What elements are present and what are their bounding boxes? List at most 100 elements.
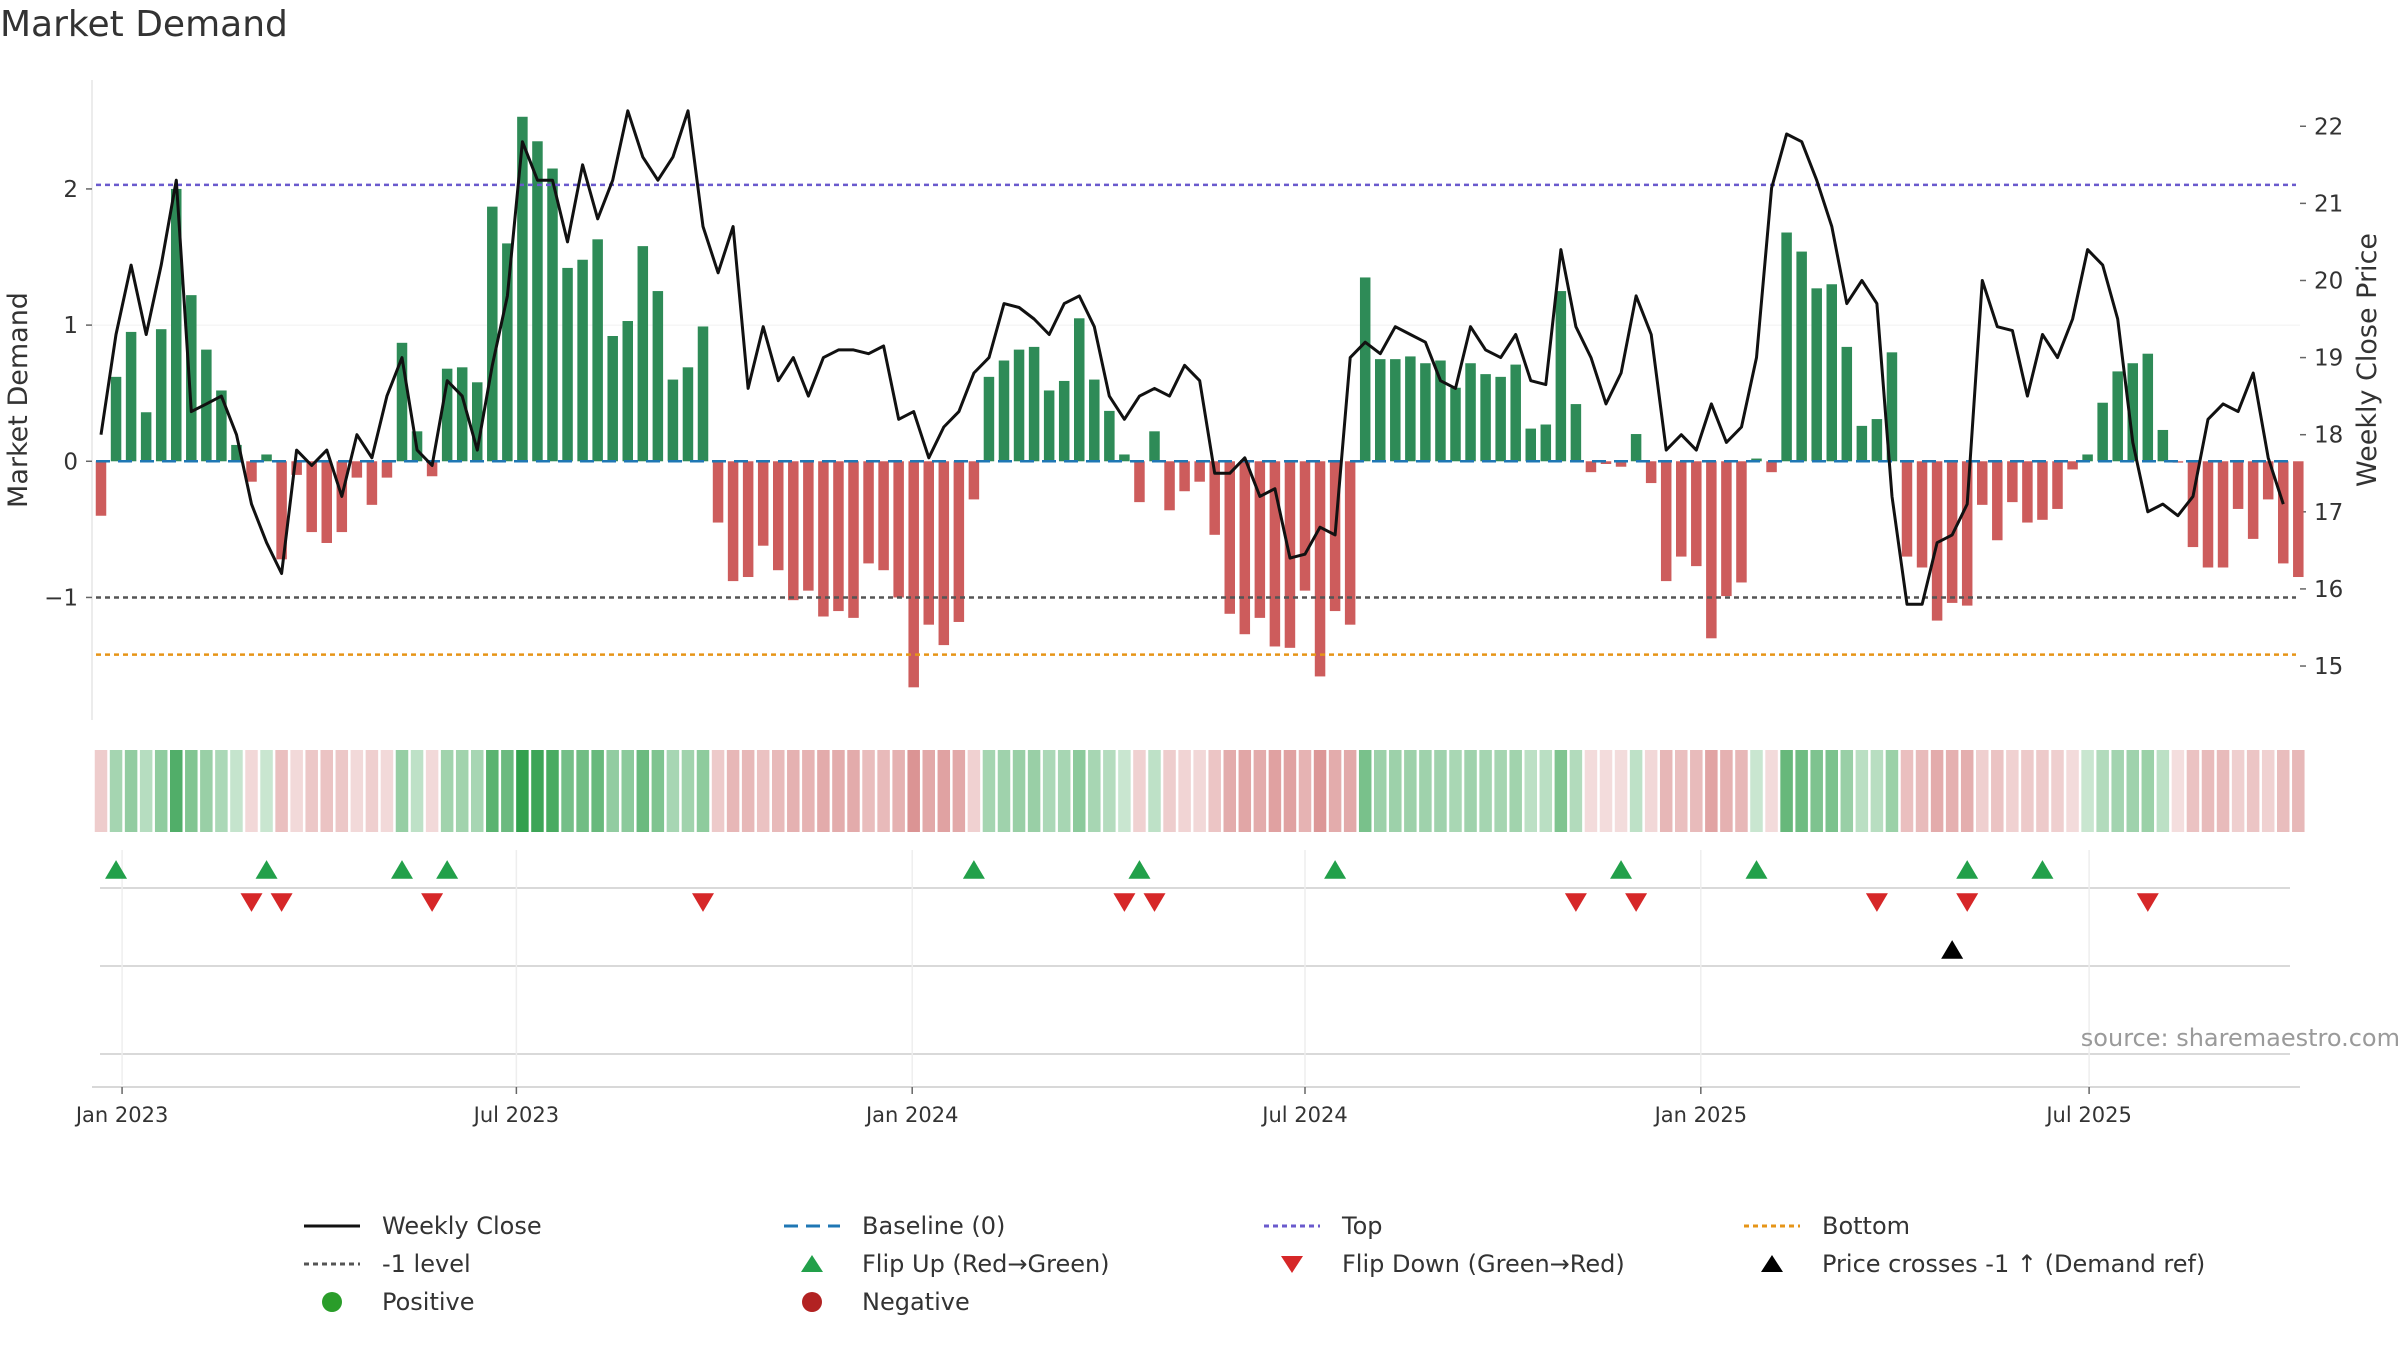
demand-bar bbox=[125, 331, 137, 462]
demand-bar bbox=[923, 461, 934, 625]
heat-cell bbox=[230, 750, 243, 832]
demand-bar bbox=[321, 461, 332, 543]
heat-cell bbox=[1283, 750, 1297, 832]
demand-bar bbox=[1871, 419, 1883, 462]
heat-cell bbox=[1870, 750, 1884, 832]
x-tick-label: Jul 2024 bbox=[1260, 1103, 1347, 1127]
demand-bar bbox=[547, 168, 558, 462]
heat-cell bbox=[1494, 750, 1507, 832]
legend-line-icon bbox=[300, 1248, 364, 1280]
legend-label: Baseline (0) bbox=[862, 1212, 1006, 1240]
right-tick-label: 18 bbox=[2314, 423, 2343, 449]
heat-cell bbox=[1885, 750, 1899, 832]
heat-cell bbox=[335, 750, 349, 832]
demand-bar bbox=[140, 412, 152, 462]
demand-bar bbox=[2202, 461, 2214, 568]
demand-bar bbox=[1405, 356, 1416, 462]
source-credit: source: sharemaestro.com bbox=[2080, 1024, 2400, 1052]
heat-cell bbox=[2186, 750, 2200, 832]
heat-cell bbox=[1539, 750, 1553, 832]
heat-cell bbox=[260, 750, 273, 832]
demand-bar bbox=[637, 246, 649, 462]
heat-cell bbox=[471, 750, 484, 832]
heat-cell bbox=[1554, 750, 1568, 832]
demand-bar bbox=[2187, 461, 2199, 548]
demand-bar bbox=[1134, 461, 1145, 503]
heat-cell bbox=[1675, 750, 1688, 832]
heat-cell bbox=[1599, 750, 1613, 832]
heat-cell bbox=[1569, 750, 1583, 832]
heat-cell bbox=[787, 750, 800, 832]
demand-bar bbox=[1916, 461, 1928, 568]
flip-down-marker bbox=[1564, 893, 1587, 912]
demand-bar bbox=[246, 461, 257, 482]
heat-cell bbox=[2292, 750, 2305, 832]
demand-bar bbox=[306, 461, 317, 533]
right-tick-label: 15 bbox=[2314, 654, 2343, 680]
heat-cell bbox=[696, 750, 710, 832]
demand-bar bbox=[456, 367, 468, 462]
demand-bar bbox=[893, 461, 904, 598]
heat-cell bbox=[2171, 750, 2185, 832]
heat-cell bbox=[922, 750, 935, 832]
demand-bar bbox=[1194, 461, 1205, 482]
demand-bar bbox=[1058, 380, 1070, 462]
demand-bar bbox=[2232, 461, 2244, 509]
demand-bar bbox=[577, 259, 588, 462]
demand-bar bbox=[1796, 251, 1807, 462]
heat-cell bbox=[1509, 750, 1522, 832]
demand-bar bbox=[1721, 461, 1732, 597]
heat-cell bbox=[621, 750, 634, 832]
demand-bar bbox=[1841, 346, 1853, 462]
legend-label: Price crosses -1 ↑ (Demand ref) bbox=[1822, 1250, 2206, 1278]
heat-cell bbox=[1358, 750, 1372, 832]
demand-bar bbox=[1811, 288, 1822, 462]
flip-up-marker bbox=[1610, 860, 1633, 879]
heat-cell bbox=[1073, 750, 1086, 832]
heat-cell bbox=[591, 750, 604, 832]
legend-label: Bottom bbox=[1822, 1212, 1911, 1240]
heat-cell bbox=[2231, 750, 2245, 832]
demand-bar bbox=[1375, 359, 1386, 462]
heat-cell bbox=[1584, 750, 1598, 832]
demand-bar bbox=[1119, 454, 1130, 462]
left-tick-label: 0 bbox=[63, 449, 78, 475]
heat-cell bbox=[937, 750, 951, 832]
heat-cell bbox=[681, 750, 695, 832]
demand-bar bbox=[878, 461, 889, 571]
demand-bar bbox=[1781, 232, 1792, 462]
heat-cell bbox=[561, 750, 574, 832]
legend-triangle-icon bbox=[780, 1248, 844, 1280]
demand-bar bbox=[276, 461, 287, 560]
heat-cell bbox=[2201, 750, 2215, 832]
heat-cell bbox=[2216, 750, 2230, 832]
demand-bar bbox=[532, 141, 543, 462]
demand-bar bbox=[1164, 461, 1175, 511]
demand-bar bbox=[261, 454, 272, 462]
flip-up-marker bbox=[436, 860, 459, 879]
demand-bar bbox=[1540, 424, 1552, 462]
heat-cell bbox=[275, 750, 288, 832]
heat-cell bbox=[1027, 750, 1041, 832]
heat-cell bbox=[997, 750, 1011, 832]
demand-bar bbox=[1977, 461, 1988, 505]
heat-cell bbox=[1193, 750, 1206, 832]
heat-cell bbox=[1855, 750, 1869, 832]
demand-bar bbox=[1179, 461, 1190, 492]
demand-bar bbox=[773, 461, 784, 571]
demand-bar bbox=[803, 461, 814, 591]
heat-cell bbox=[139, 750, 153, 832]
legend-item: Negative bbox=[780, 1286, 1260, 1318]
demand-bar bbox=[1104, 410, 1115, 462]
heat-cell bbox=[1103, 750, 1116, 832]
heat-cell bbox=[380, 750, 394, 832]
heat-cell bbox=[772, 750, 785, 832]
x-tick-label: Jul 2025 bbox=[2044, 1103, 2131, 1127]
left-axis-label: Market Demand bbox=[3, 292, 34, 508]
heat-cell bbox=[1118, 750, 1131, 832]
flip-down-marker bbox=[1865, 893, 1888, 912]
heat-cell bbox=[516, 750, 529, 832]
demand-bar bbox=[186, 295, 197, 462]
x-tick-label: Jul 2023 bbox=[472, 1103, 559, 1127]
demand-bar bbox=[1555, 291, 1567, 462]
